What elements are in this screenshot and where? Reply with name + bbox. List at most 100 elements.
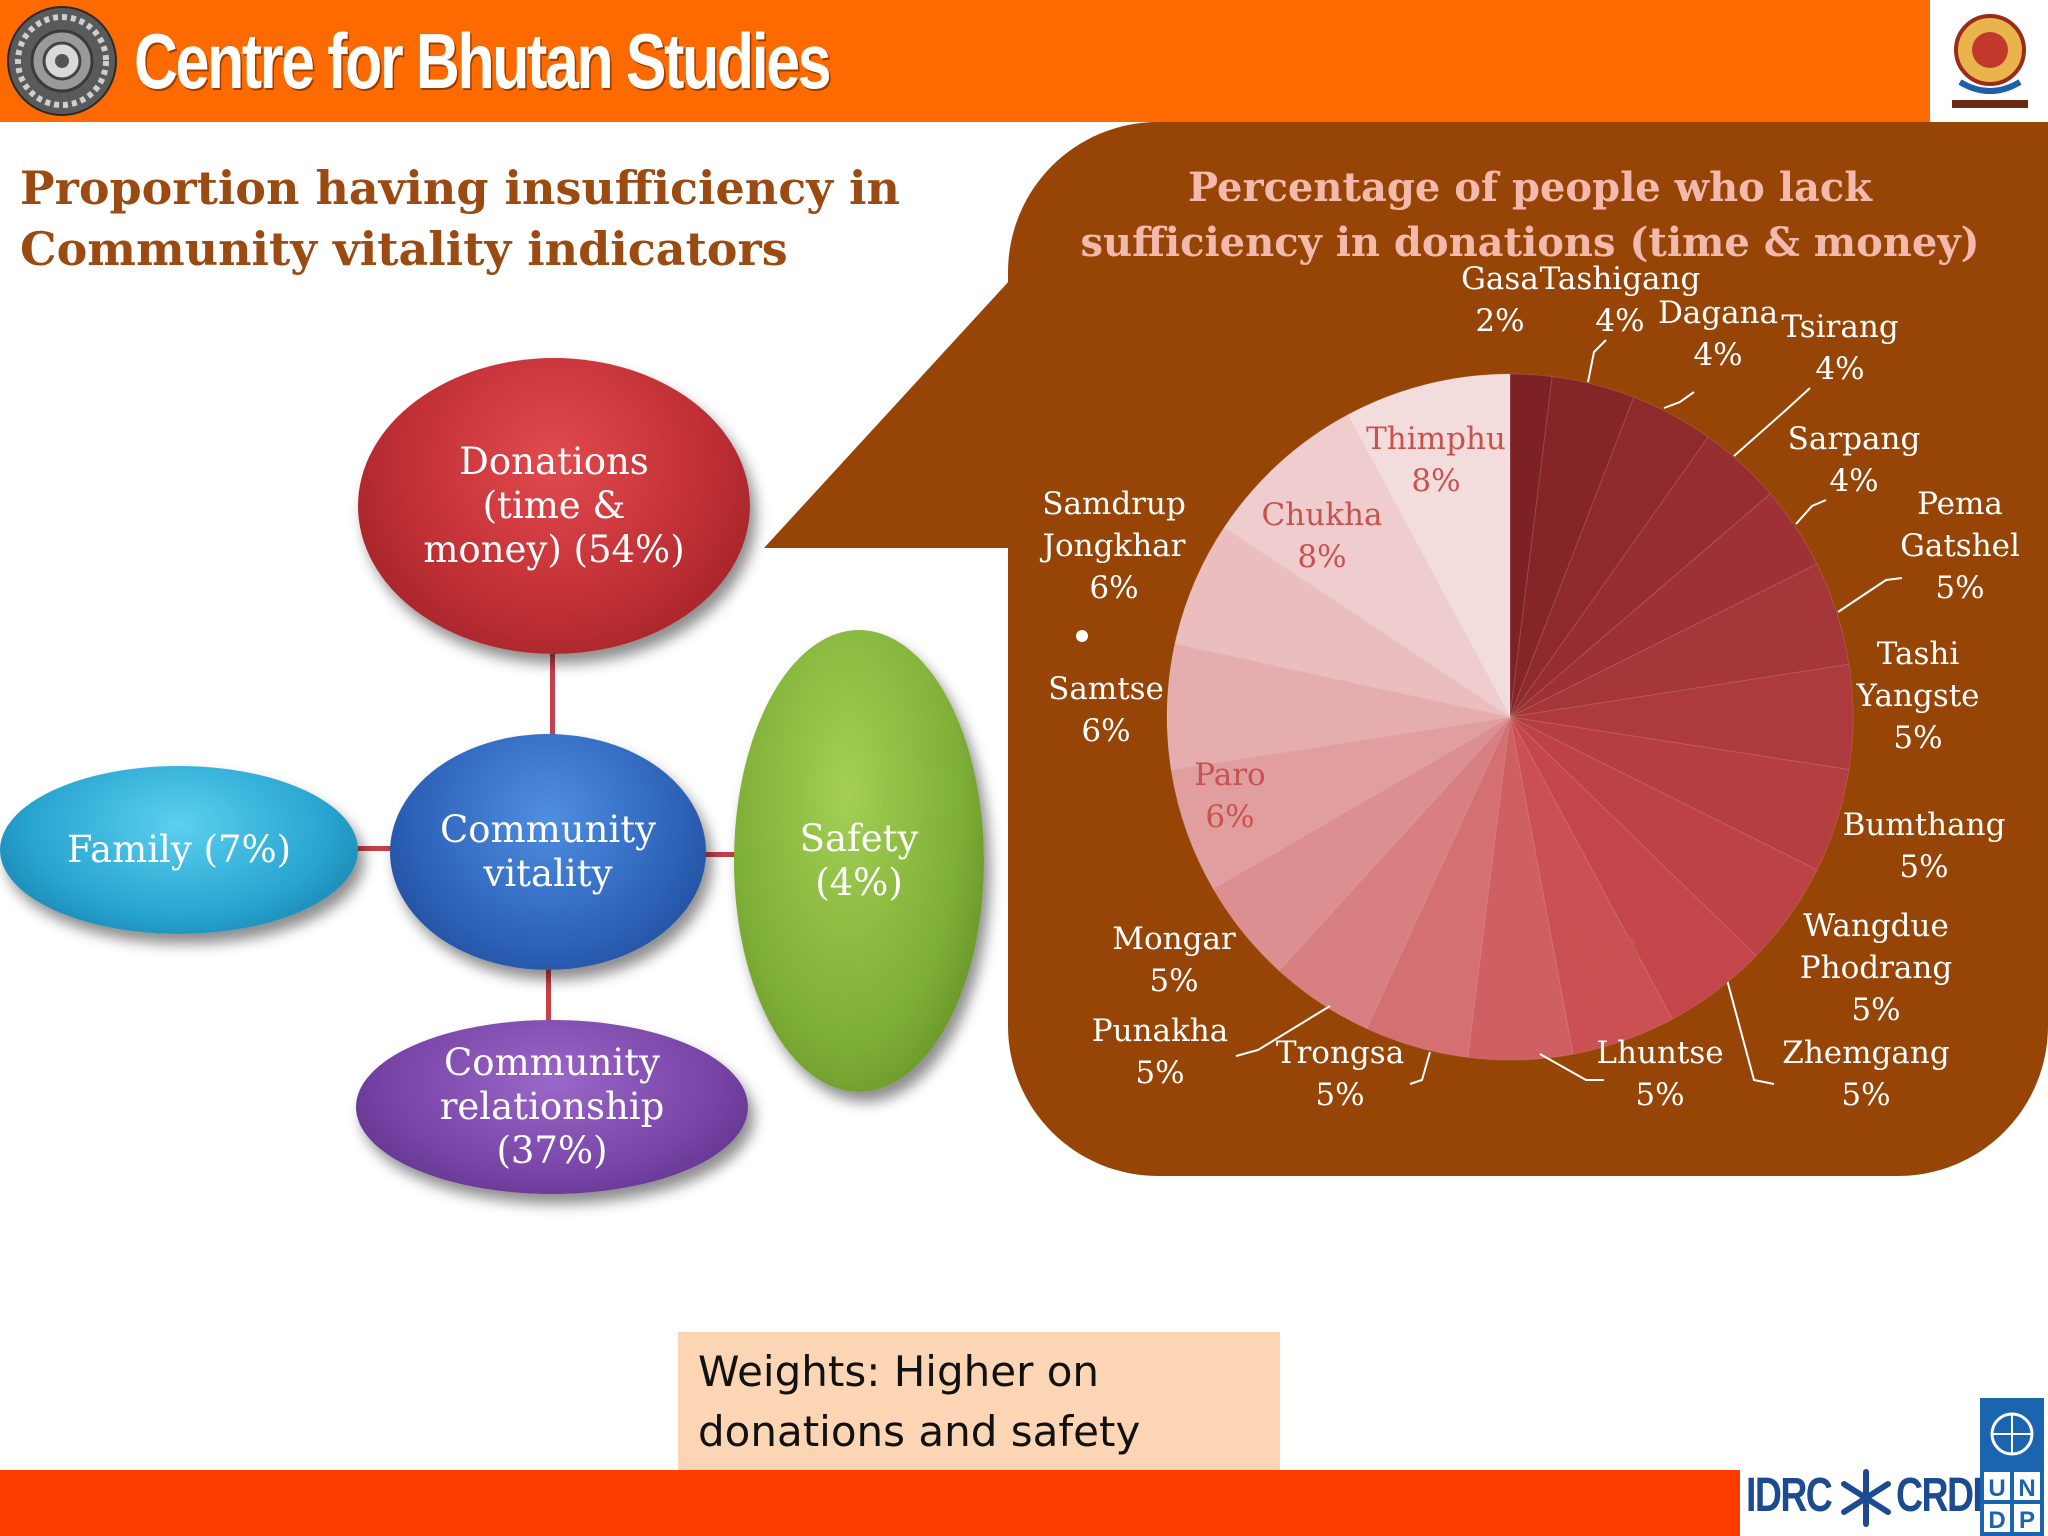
donations-line-2: (time & xyxy=(482,484,626,527)
leader-line-wangdue-phodrang xyxy=(1725,975,1775,1085)
relationship-line-3: (37%) xyxy=(496,1129,608,1172)
node-safety: Safety (4%) xyxy=(734,630,984,1092)
pie-name-label: Thimphu xyxy=(1366,421,1506,457)
pie-name-label: Wangdue xyxy=(1803,908,1949,944)
chart-title-line-1: Percentage of people who lack xyxy=(1188,164,1872,211)
slide-title-line-2: Community vitality indicators xyxy=(20,222,788,276)
connector-safety xyxy=(702,852,736,857)
pie-slice-sarpang xyxy=(1509,493,1818,718)
leader-line-punakha xyxy=(1235,1005,1331,1057)
safety-line-2: (4%) xyxy=(815,861,903,904)
connector-relationship xyxy=(546,956,551,1026)
pie-slice-chukha xyxy=(1223,414,1511,718)
pie-name-label: Zhemgang xyxy=(1782,1035,1950,1071)
leader-line-tashigang xyxy=(1587,339,1607,383)
slide-title: Proportion having insufficiency in Commu… xyxy=(20,158,950,280)
undp-letter-d: D xyxy=(1988,1507,2005,1534)
pie-value-label: 5% xyxy=(1315,1077,1365,1113)
pie-value-label: 8% xyxy=(1297,539,1347,575)
pie-slice-thimphu xyxy=(1347,373,1511,718)
pie-name-label: Chukha xyxy=(1261,497,1383,533)
pie-label-mongar: Mongar 5% xyxy=(1064,918,1284,1002)
undp-letter-u: U xyxy=(1988,1475,2005,1502)
undp-letter-n: N xyxy=(2018,1475,2035,1502)
pie-slice-samdrup-jongkhar xyxy=(1174,526,1511,718)
pie-slice-samtse xyxy=(1166,643,1511,771)
pie-label-trongsa: Trongsa 5% xyxy=(1230,1032,1450,1116)
pie-name-label: Sarpang xyxy=(1787,421,1921,457)
pie-name-label: Yangste xyxy=(1856,678,1980,714)
relationship-line-2: relationship xyxy=(439,1085,665,1128)
pie-name-label: Tashigang xyxy=(1539,261,1701,297)
pie-value-label: 4% xyxy=(1815,351,1865,387)
pie-label-lhuntse: Lhuntse 5% xyxy=(1550,1032,1770,1116)
pie-name-label: Jongkhar xyxy=(1042,528,1186,564)
pie-slice-tashi-yangste xyxy=(1509,663,1854,771)
center-line-1: Community xyxy=(439,808,657,851)
pie-label-samdrup-jongkhar: Samdrup Jongkhar 6% xyxy=(1004,483,1224,609)
pie-value-label: 2% xyxy=(1475,303,1525,339)
pie-label-dagana: Dagana 4% xyxy=(1608,292,1828,376)
pie-name-label: Paro xyxy=(1194,757,1266,793)
pie-slice-dagana xyxy=(1509,396,1709,718)
pie-label-gasa: Gasa 2% xyxy=(1390,258,1610,342)
pie-name-label: Dagana xyxy=(1657,295,1779,331)
pie-label-wangdue-phodrang: Wangdue Phodrang 5% xyxy=(1766,905,1986,1031)
pie-slice-haa xyxy=(1509,716,1673,1055)
pie-name-label: Lhuntse xyxy=(1596,1035,1724,1071)
leader-line-pema-gatshel xyxy=(1837,577,1903,613)
leader-line-trongsa xyxy=(1409,1051,1431,1085)
pie-label-chukha: Chukha 8% xyxy=(1212,494,1432,578)
header-bar xyxy=(0,0,2048,122)
pie-slice-punakha xyxy=(1278,716,1511,1030)
donations-line-1: Donations xyxy=(459,440,649,483)
idrc-label: IDRC xyxy=(1746,1469,1833,1522)
undp-logo-icon: U N D P xyxy=(1980,1398,2044,1536)
leader-line-sarpang xyxy=(1795,499,1827,525)
pie-label-tsirang: Tsirang 4% xyxy=(1730,306,1950,390)
node-community-vitality: Community vitality xyxy=(390,734,706,970)
pie-label-tashi-yangste: Tashi Yangste 5% xyxy=(1808,633,2028,759)
pie-value-label: 8% xyxy=(1411,463,1461,499)
pie-value-label: 6% xyxy=(1081,713,1131,749)
pie-name-label: Mongar xyxy=(1112,921,1236,957)
pie-value-label: 5% xyxy=(1893,720,1943,756)
pie-name-label: Samdrup xyxy=(1042,486,1186,522)
pie-value-label: 5% xyxy=(1149,963,1199,999)
donations-line-3: money) (54%) xyxy=(423,528,685,571)
pie-value-label: 6% xyxy=(1089,570,1139,606)
weights-line-2: donations and safety xyxy=(698,1407,1141,1456)
dharma-wheel-icon xyxy=(7,6,117,116)
undp-letter-p: P xyxy=(2019,1507,2035,1534)
pie-value-label: 5% xyxy=(1851,992,1901,1028)
leader-dot-samdrup-jongkhar xyxy=(1076,630,1088,642)
pie-label-pema-gatshel: Pema Gatshel 5% xyxy=(1850,483,2048,609)
pie-label-thimphu: Thimphu 8% xyxy=(1326,418,1546,502)
pie-name-label: Haa xyxy=(1574,925,1638,961)
family-label: Family (7%) xyxy=(66,828,292,871)
pie-slice-tsirang xyxy=(1509,436,1772,718)
pie-slice-zhemgang xyxy=(1509,716,1757,1020)
pie-slice-bumthang xyxy=(1509,716,1850,871)
pie-slice-lhuntse xyxy=(1467,716,1574,1061)
weights-note: Weights: Higher on donations and safety xyxy=(678,1332,1280,1474)
pie-name-label: Gatshel xyxy=(1900,528,2020,564)
pie-slice-wangdue-phodrang xyxy=(1509,716,1818,957)
chart-title-line-2: sufficiency in donations (time & money) xyxy=(1080,219,1980,266)
pie-name-label: Punakha xyxy=(1091,1013,1229,1049)
pie-value-label: 5% xyxy=(1581,967,1631,1003)
emblem-container xyxy=(1930,0,2048,122)
pie-label-tashigang: Tashigang 4% xyxy=(1510,258,1730,342)
pie-slice-paro xyxy=(1170,716,1511,890)
pie-name-label: Tashi xyxy=(1876,636,1960,672)
idrc-star-icon xyxy=(1841,1469,1891,1527)
weights-line-1: Weights: Higher on xyxy=(698,1347,1100,1396)
pie-name-label: Pema xyxy=(1917,486,2003,522)
pie-name-label: Samtse xyxy=(1048,671,1164,707)
pie-label-bumthang: Bumthang 5% xyxy=(1814,804,2034,888)
pie-slice-pema-gatshel xyxy=(1509,563,1850,718)
connector-family xyxy=(354,846,394,851)
pie-value-label: 4% xyxy=(1829,463,1879,499)
slide-title-line-1: Proportion having insufficiency in xyxy=(20,161,900,215)
